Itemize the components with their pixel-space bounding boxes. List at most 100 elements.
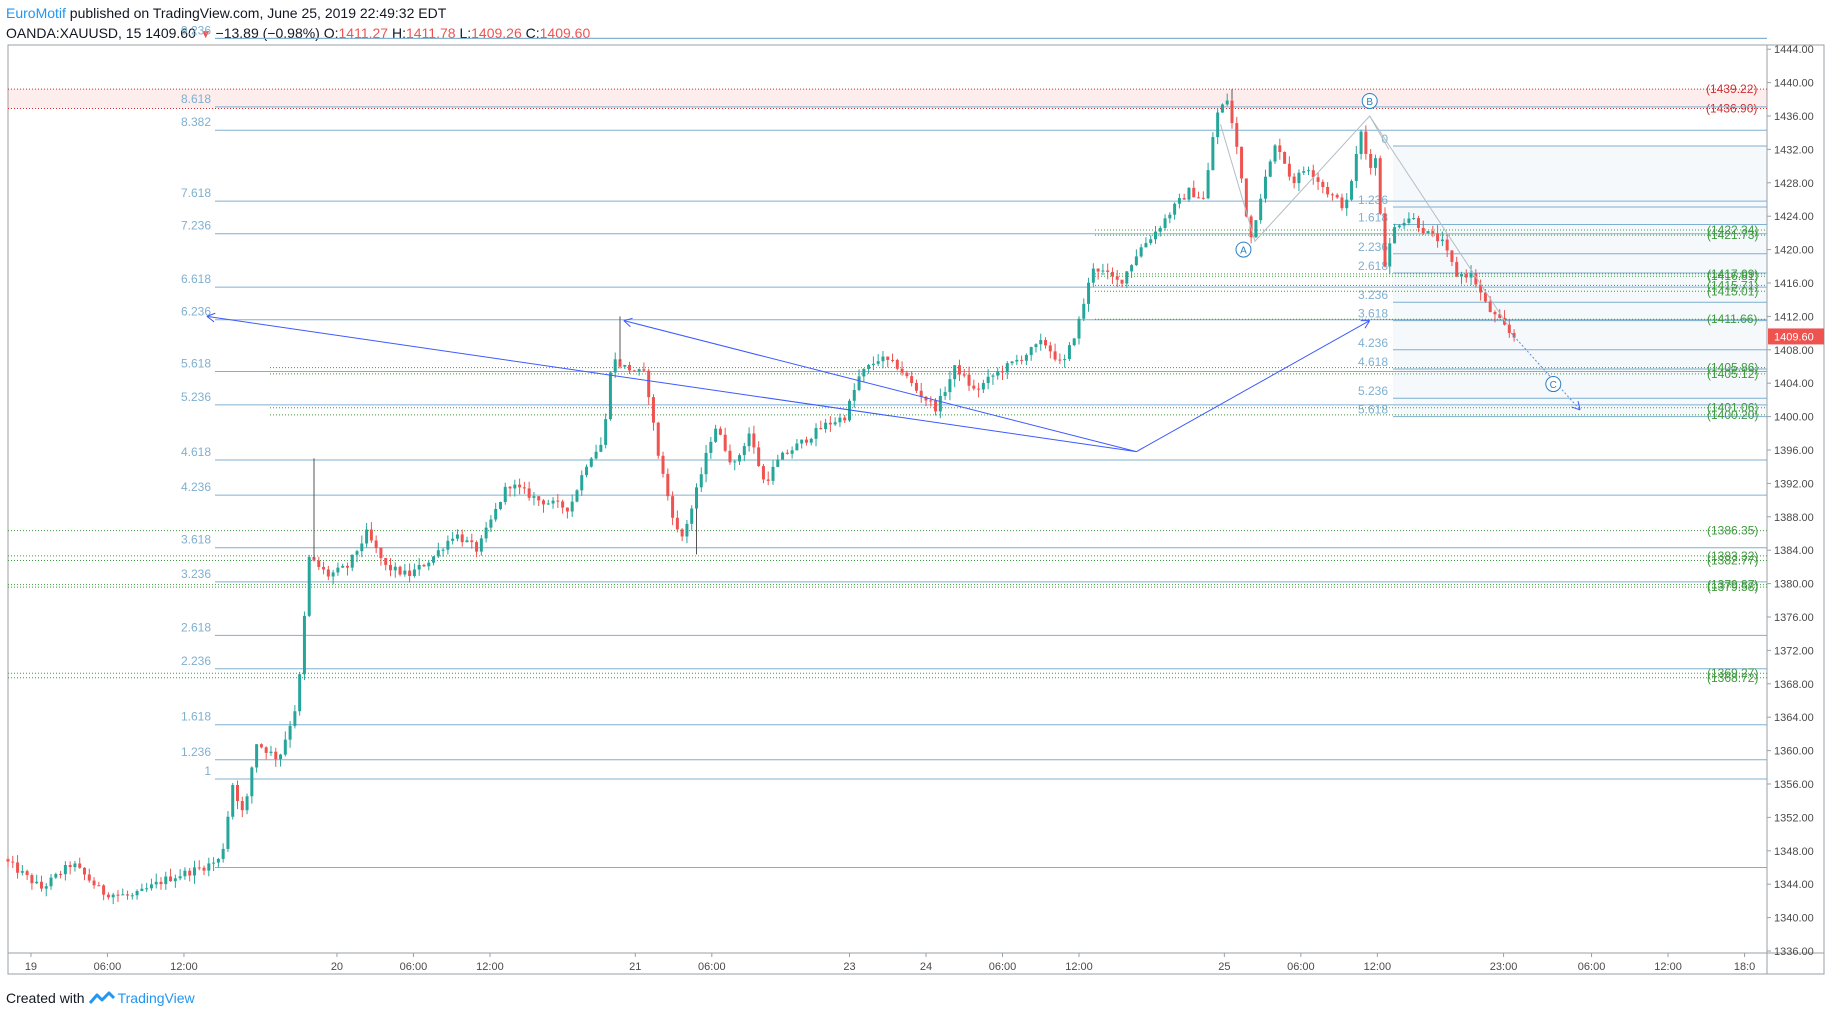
candle-up [1220,104,1224,113]
candle-up [465,540,469,543]
candle-up [412,569,416,576]
price-chart[interactable]: 1444.00 1440.00 1436.00 1432.00 1428.00 1424.… [0,0,1828,985]
fib-extension-label: 5.618 [1358,403,1388,417]
candle-down [556,500,560,502]
candle-down [1120,279,1124,284]
time-tick-label: 12:00 [476,961,504,973]
candle-up [551,500,555,504]
candle-down [929,400,933,402]
symbol-name: OANDA:XAUUSD, 15 [6,25,142,41]
candle-down [972,385,976,389]
price-tick-label: 1352.00 [1774,812,1814,824]
candle-up [1307,170,1310,172]
candle-down [345,565,349,568]
price-tick-label: 1400.00 [1774,412,1814,424]
candle-up [1345,199,1349,209]
candle-up [1440,239,1444,242]
candle-down [1321,181,1325,188]
fib-extension-label: 5.236 [1358,384,1388,398]
green-level-label: (1382.77) [1707,553,1758,567]
candle-down [1335,194,1339,198]
candle-up [207,863,211,871]
time-tick-label: 19 [25,961,37,973]
candle-down [680,529,684,537]
candle-up [283,739,287,755]
candle-down [1507,324,1511,333]
candle-down [1110,271,1114,277]
candle-down [1369,153,1373,168]
candle-down [1436,233,1440,242]
price-tick-label: 1376.00 [1774,612,1814,624]
down-arrow-icon: ▼ [199,27,212,41]
candle-down [322,566,326,570]
candle-down [632,370,636,372]
price-tick-label: 1368.00 [1774,679,1814,691]
candle-down [518,484,522,488]
fib-level-label: 9.236 [181,23,211,37]
candle-down [102,885,106,895]
candle-down [1378,158,1382,214]
candle-down [1431,231,1435,234]
green-level-label: (1383.32) [1707,549,1758,563]
candle-down [16,862,20,873]
candle-up [1101,270,1105,272]
fib-extension-label: 1.236 [1358,193,1388,207]
fib-level-label: 4.618 [181,445,211,459]
low-label: L: [459,25,472,41]
candle-down [1483,292,1487,302]
candle-down [1044,340,1048,346]
candle-up [1144,243,1148,248]
candle-up [513,484,517,489]
candle-down [914,382,918,391]
candle-down [828,422,832,425]
candle-up [1393,227,1397,244]
candle-down [1244,178,1248,217]
price-tick-label: 1388.00 [1774,512,1814,524]
candle-down [264,747,268,753]
candle-up [1134,256,1138,266]
time-tick-label: 21 [629,961,641,973]
publish-info: published on TradingView.com, June 25, 2… [65,5,447,21]
fib-level-label: 1.236 [181,745,211,759]
fib-extension-label: 2.236 [1358,240,1388,254]
candle-up [269,751,273,753]
tradingview-link[interactable]: TradingView [117,990,195,1006]
time-tick-label: 12:00 [1065,961,1093,973]
fib-level-label: 7.236 [181,219,211,233]
candle-down [1278,145,1282,152]
candle-down [25,871,29,876]
candle-up [1130,265,1134,272]
candle-down [1493,312,1497,315]
trend-line [1136,320,1370,453]
candle-up [570,501,574,512]
candle-up [580,475,584,491]
time-tick-label: 12:00 [170,961,198,973]
candle-down [561,501,565,508]
price-tick-label: 1408.00 [1774,345,1814,357]
candle-up [154,881,158,885]
candle-up [140,888,144,891]
candle-up [1359,131,1363,154]
candle-down [1106,270,1110,272]
candle-down [240,800,244,811]
author-link[interactable]: EuroMotif [6,5,66,21]
candle-up [149,884,153,889]
candle-up [546,503,550,505]
wave-path [1369,115,1508,326]
candle-down [1326,187,1330,195]
candle-down [379,547,383,559]
candle-up [1168,214,1172,219]
fib-extension-label: 1.618 [1358,211,1388,225]
candle-up [432,556,436,563]
candle-down [537,496,541,501]
price-tick-label: 1380.00 [1774,579,1814,591]
candle-up [1259,198,1263,221]
candle-up [1005,363,1009,373]
green-level-label: (1386.35) [1707,524,1758,538]
candle-up [494,508,498,520]
last-price-marker-label: 1409.60 [1774,331,1814,343]
last-price: 1409.60 [145,25,196,41]
red-level-label: (1436.90) [1706,101,1757,115]
candle-up [833,422,837,425]
time-tick-label: 24 [920,961,932,973]
